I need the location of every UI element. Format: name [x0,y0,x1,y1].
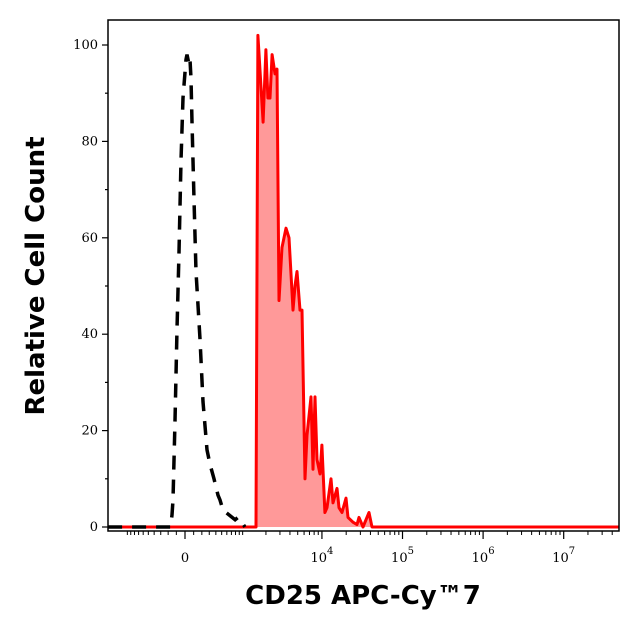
y-tick-label: 0 [90,520,98,535]
x-tick-exponent: 7 [569,546,575,557]
x-tick-base: 10 [391,551,408,566]
y-tick-label: 80 [81,134,98,149]
x-tick-label: 106 [472,546,495,566]
y-tick-label: 60 [81,231,98,246]
x-tick-exponent: 6 [488,546,494,557]
x-tick-base: 10 [472,551,489,566]
x-tick-label: 104 [310,546,333,566]
x-tick-label: 107 [552,546,575,566]
y-tick-label: 20 [81,424,98,439]
y-tick-label: 40 [81,327,98,342]
x-tick-exponent: 5 [408,546,414,557]
x-axis: 0 104 105 106 107 [126,531,613,566]
x-tick-base: 0 [181,551,189,566]
y-axis: 0 20 40 60 80 100 [73,38,108,535]
x-tick-base: 10 [552,551,569,566]
stained-histogram-fill [108,35,619,528]
y-axis-label: Relative Cell Count [21,136,51,415]
stained-histogram-line [108,33,619,529]
x-tick-base: 10 [310,551,327,566]
y-tick-label: 100 [73,38,98,53]
x-tick-label: 105 [391,546,414,566]
plot-marks [108,33,619,529]
x-tick-label: 0 [181,551,189,566]
x-tick-exponent: 4 [327,546,333,557]
x-axis-label: CD25 APC-Cy™7 [245,581,481,611]
plot-frame [107,19,620,532]
control-histogram-line [108,54,247,529]
